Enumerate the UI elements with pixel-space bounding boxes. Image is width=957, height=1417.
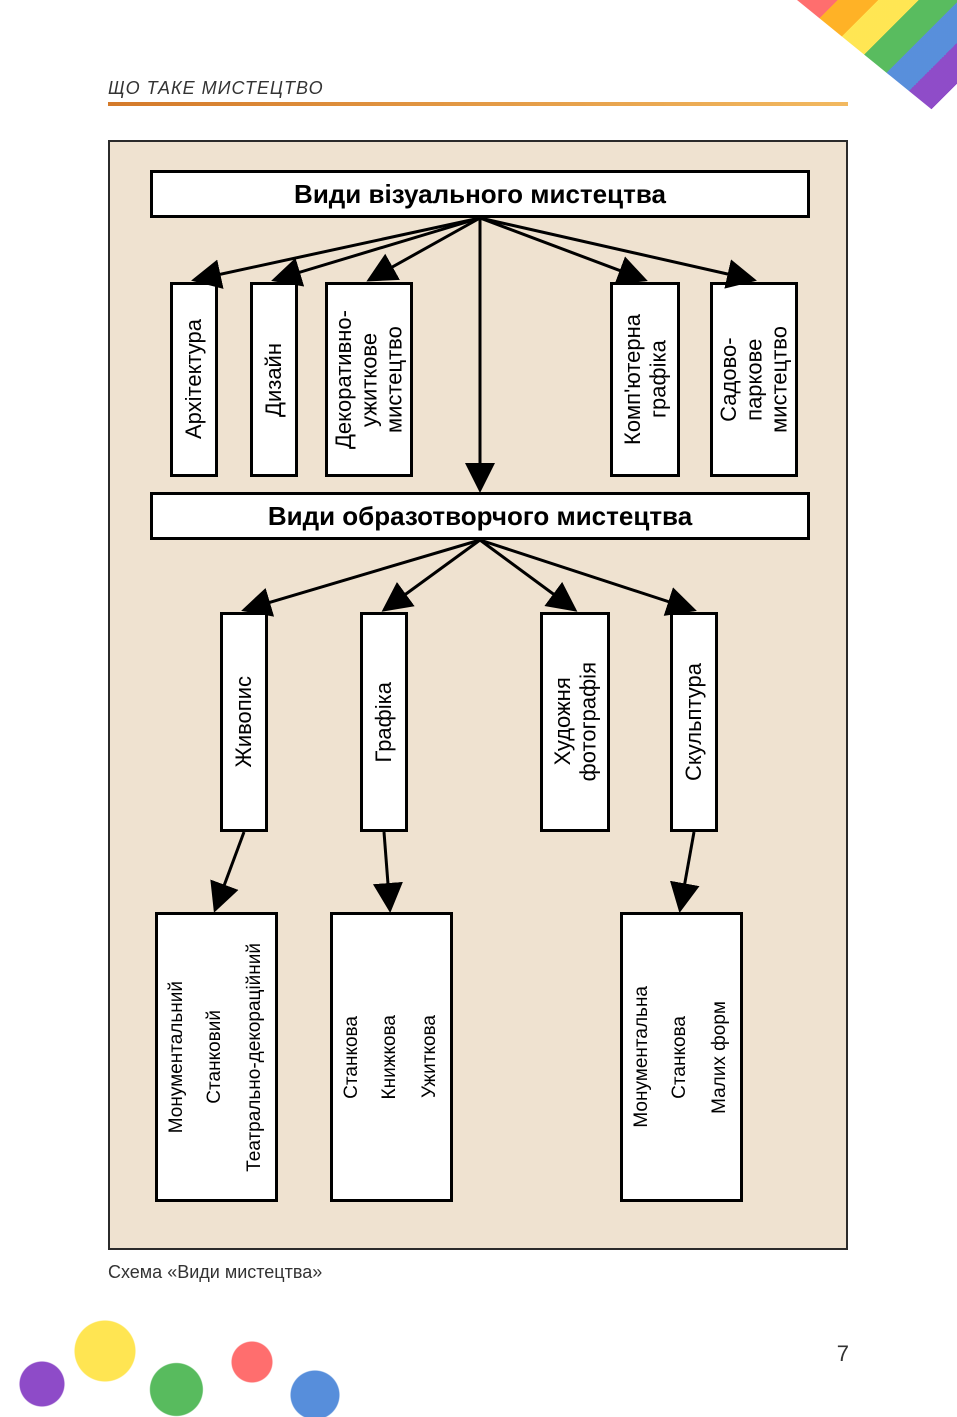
title-visual-arts: Види візуального мистецтва	[150, 170, 810, 218]
node-dpu: Декоративно- ужиткове мистецтво	[325, 282, 413, 477]
decorative-pencils	[797, 0, 957, 130]
subnode-sculpt-2: Малих форм	[700, 912, 743, 1202]
node-photo: Художня фотографія	[540, 612, 610, 832]
page-header: ЩО ТАКЕ МИСТЕЦТВО	[108, 78, 324, 99]
page-number: 7	[837, 1341, 849, 1367]
node-cg: Комп'ютерна графіка	[610, 282, 680, 477]
title-fine-arts: Види образотворчого мистецтва	[150, 492, 810, 540]
diagram-frame: Види візуального мистецтва Види образотв…	[108, 140, 848, 1250]
node-spm: Садово- паркове мистецтво	[710, 282, 798, 477]
header-rule	[108, 102, 848, 106]
diagram-caption: Схема «Види мистецтва»	[108, 1262, 322, 1283]
node-arch: Архітектура	[170, 282, 218, 477]
node-graph: Графіка	[360, 612, 408, 832]
subnode-sculpt-0: Монументальна	[620, 912, 663, 1202]
subnode-graph-0: Станкова	[330, 912, 373, 1202]
node-design: Дизайн	[250, 282, 298, 477]
subnode-paint-1: Станковий	[195, 912, 238, 1202]
subnode-graph-2: Ужиткова	[410, 912, 453, 1202]
subnode-sculpt-1: Станкова	[660, 912, 703, 1202]
subnode-graph-1: Книжкова	[370, 912, 413, 1202]
node-paint: Живопис	[220, 612, 268, 832]
subnode-paint-0: Монументальний	[155, 912, 198, 1202]
node-sculpt: Скульптура	[670, 612, 718, 832]
decorative-splatter	[0, 1307, 420, 1417]
subnode-paint-2: Театрально-декораційний	[235, 912, 278, 1202]
